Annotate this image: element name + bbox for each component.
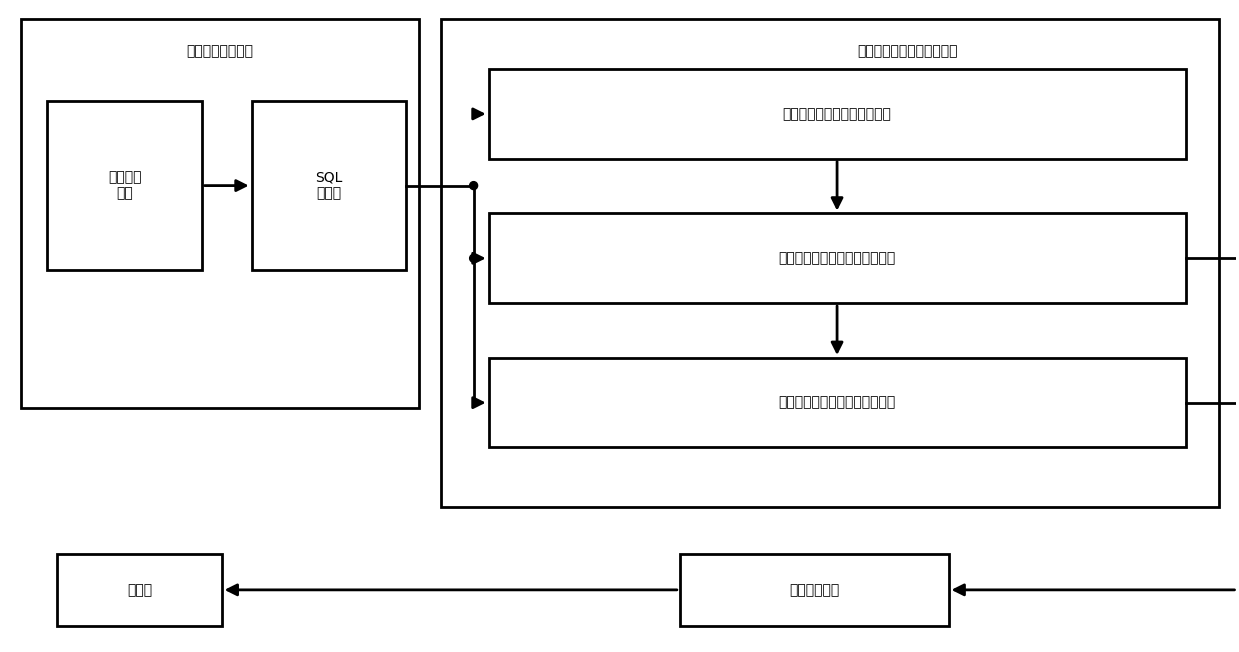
Text: 交通信号控制战术方案生成单元: 交通信号控制战术方案生成单元: [778, 396, 896, 409]
Text: 信号控制平台: 信号控制平台: [789, 583, 839, 597]
Bar: [252, 101, 406, 270]
Bar: [680, 554, 949, 626]
Text: 交通信号控制预案库生成单元: 交通信号控制预案库生成单元: [783, 107, 892, 121]
Bar: [21, 20, 419, 408]
Circle shape: [470, 182, 477, 190]
Bar: [441, 20, 1219, 507]
Text: 交通信号控制战略方案生成单元: 交通信号控制战略方案生成单元: [778, 251, 896, 265]
Bar: [57, 554, 222, 626]
Text: 交通信号控制方案生成模块: 交通信号控制方案生成模块: [857, 44, 958, 58]
Bar: [488, 213, 1186, 303]
Text: 电警数据采集模块: 电警数据采集模块: [186, 44, 253, 58]
Bar: [488, 358, 1186, 447]
Bar: [488, 69, 1186, 158]
Text: 信号机: 信号机: [126, 583, 152, 597]
Bar: [47, 101, 202, 270]
Text: SQL
数据库: SQL 数据库: [315, 171, 342, 201]
Text: 电子警察
设备: 电子警察 设备: [108, 171, 141, 201]
Circle shape: [470, 254, 477, 262]
